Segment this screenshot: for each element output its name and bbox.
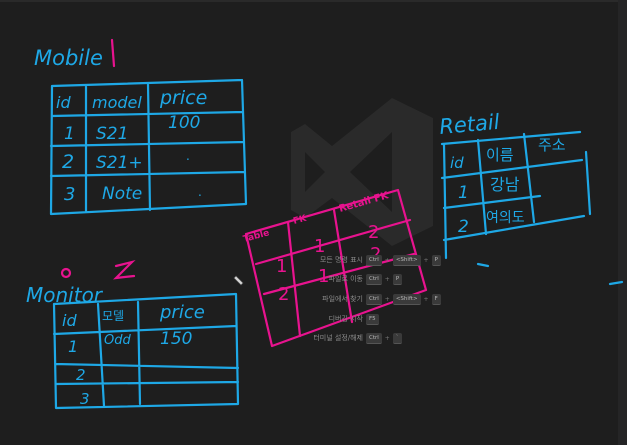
mobile-grid [49, 78, 248, 216]
key-plus: + [384, 275, 390, 283]
retail-sketch [440, 130, 624, 286]
monitor-header-price: price [159, 302, 205, 323]
retail-header-address: 주소 [538, 136, 566, 154]
junction-cell-r1-fk: 1 [314, 236, 325, 257]
vscode-logo-icon [291, 98, 433, 246]
mobile-cell-r1-id: 1 [64, 124, 75, 144]
pen-cursor-icon [233, 275, 244, 286]
mobile-title: Mobile [34, 46, 103, 70]
shortcut-row: 파일로 이동 Ctrl + P [270, 272, 403, 286]
mobile-header-model: model [92, 93, 142, 112]
key-cap: Ctrl [366, 332, 382, 344]
key-cap: P [392, 273, 403, 285]
shortcut-row: 파일에서 찾기 Ctrl + <Shift> + F [270, 292, 441, 306]
key-cap: F5 [366, 313, 379, 325]
shortcut-row: 디버깅 시작 F5 [270, 312, 379, 326]
junction-cell-r1-table: 1 [276, 256, 287, 277]
key-cap: P [431, 254, 441, 266]
retail-cell-r2-id: 2 [458, 217, 469, 237]
mobile-title-number [110, 38, 116, 68]
key-plus: + [423, 295, 429, 303]
mobile-header-price: price [159, 87, 207, 109]
key-cap: F [431, 293, 441, 305]
retail-title: Retail [438, 110, 500, 139]
retail-header-name: 이름 [486, 146, 514, 164]
monitor-sketch [52, 259, 240, 410]
shortcut-label: 터미널 설정/해제 [313, 334, 363, 342]
mobile-cell-r3-model: Note [102, 184, 142, 204]
mobile-cell-r3-price: . [198, 185, 202, 199]
side-panel-edge [618, 0, 627, 445]
monitor-header-model: 모델 [102, 309, 124, 323]
monitor-cell-r3-id: 3 [80, 390, 90, 408]
mobile-cell-r2-model: S21+ [96, 153, 143, 173]
junction-grid [244, 188, 428, 348]
key-cap: <Shift> [392, 254, 421, 266]
monitor-cell-r1-model: Odd [104, 333, 131, 348]
key-plus: + [384, 256, 390, 264]
mobile-cell-r1-price: 100 [168, 113, 200, 133]
junction-sketch [244, 188, 428, 348]
monitor-grid [52, 292, 240, 410]
junction-cell-r1-retail: 2 [368, 222, 379, 243]
top-edge [0, 0, 627, 2]
shortcut-label: 파일로 이동 [328, 275, 363, 283]
junction-cell-r2-table: 2 [278, 284, 289, 305]
key-plus: + [423, 256, 429, 264]
key-cap: <Shift> [392, 293, 421, 305]
monitor-header-id: id [62, 311, 77, 330]
key-cap: ` [392, 332, 402, 344]
retail-underline [476, 262, 624, 286]
shortcut-row: 터미널 설정/해제 Ctrl + ` [270, 331, 402, 345]
key-cap: Ctrl [366, 273, 382, 285]
shortcut-label: 파일에서 찾기 [322, 295, 363, 303]
key-cap: Ctrl [366, 293, 382, 305]
key-plus: + [384, 334, 390, 342]
mobile-sketch [49, 38, 248, 216]
monitor-title-number [113, 259, 136, 280]
mobile-cell-r1-model: S21 [96, 124, 128, 144]
mobile-cell-r2-price: . [186, 149, 190, 163]
junction-cell-r2-fk: 1 [318, 266, 329, 287]
monitor-cell-r2-id: 2 [76, 366, 86, 384]
retail-cell-r2-name: 여의도 [486, 210, 525, 226]
junction-header-table: Table [242, 228, 270, 245]
shortcut-row: 모든 명령 표시 Ctrl + <Shift> + P [270, 253, 441, 267]
monitor-cell-r1-id: 1 [68, 337, 78, 356]
retail-header-id: id [450, 154, 464, 172]
mobile-cell-r2-id: 2 [62, 151, 74, 173]
monitor-title: Monitor [26, 283, 104, 307]
monitor-dot [60, 267, 72, 279]
key-plus: + [384, 295, 390, 303]
retail-grid [440, 130, 592, 260]
retail-cell-r1-id: 1 [458, 183, 469, 203]
shortcut-label: 모든 명령 표시 [319, 256, 363, 264]
junction-header-fk: FK [292, 214, 308, 227]
shortcut-label: 디버깅 시작 [328, 315, 363, 323]
monitor-cell-r1-price: 150 [160, 329, 192, 349]
retail-cell-r1-name: 강남 [490, 175, 520, 194]
mobile-cell-r3-id: 3 [64, 184, 75, 205]
key-cap: Ctrl [366, 254, 382, 266]
mobile-header-id: id [56, 93, 71, 112]
